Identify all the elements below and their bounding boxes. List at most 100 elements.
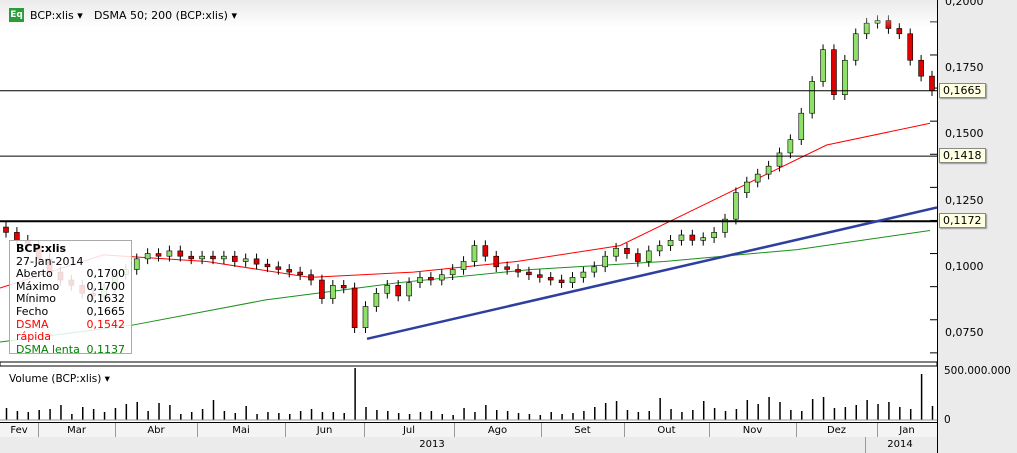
candle — [308, 274, 314, 281]
candle — [275, 266, 282, 270]
month-label: Dez — [826, 425, 847, 436]
month-label: Ago — [487, 425, 508, 436]
price-level-tag[interactable]: 0,1665 — [939, 82, 986, 98]
volume-tick-max: 500.000.000 — [944, 365, 1011, 377]
candle — [602, 255, 608, 268]
candle — [286, 269, 293, 273]
candle — [166, 250, 173, 257]
symbol-label: BCP:xlis — [30, 9, 74, 22]
candle — [569, 277, 576, 283]
candle — [373, 292, 380, 307]
month-label: Abr — [147, 425, 165, 436]
candle — [929, 75, 935, 92]
volume-tick-zero: 0 — [944, 414, 951, 426]
year-label-2013: 2013 — [419, 439, 445, 450]
candle — [558, 279, 565, 283]
tooltip-value: 0,1137 — [86, 342, 126, 356]
candle — [340, 285, 347, 289]
tooltip-row: DSMA rápida 0,1542 — [10, 318, 131, 344]
candle — [842, 59, 848, 95]
candle — [787, 139, 794, 154]
tooltip-value: 0,1700 — [86, 267, 126, 281]
year-label-2014: 2014 — [887, 439, 913, 450]
tooltip-label: Fecho — [16, 304, 49, 318]
symbol-dropdown[interactable]: BCP:xlis ▾ — [30, 9, 83, 22]
candle — [144, 253, 151, 260]
price-tick: 0,1750 — [945, 61, 984, 75]
candle — [907, 33, 914, 61]
equity-badge-icon: Eq — [9, 8, 24, 22]
tooltip-row: Fecho 0,1665 — [10, 304, 131, 319]
candle — [645, 250, 652, 262]
candle — [504, 266, 510, 270]
candle — [417, 277, 423, 283]
month-label: Set — [574, 425, 591, 436]
tooltip-label: Mínimo — [16, 292, 57, 306]
candle — [351, 287, 358, 329]
candle — [743, 181, 750, 193]
month-label: Fev — [10, 425, 28, 436]
candle — [711, 232, 717, 238]
candle — [918, 59, 924, 77]
candle — [591, 266, 598, 273]
candle — [210, 255, 216, 260]
tooltip-row: DSMA lenta 0,1137 — [10, 342, 131, 357]
candle — [384, 285, 391, 294]
candle — [493, 255, 500, 268]
candle — [537, 274, 543, 278]
candle — [221, 255, 227, 260]
dropdown-arrow-icon: ▾ — [231, 9, 237, 22]
candle — [689, 234, 696, 241]
data-tooltip: BCP:xlis 27-Jan-2014 Aberto 0,1700 Máximo 0… — [9, 240, 132, 357]
candle — [449, 269, 456, 276]
indicator-label: DSMA 50; 200 (BCP:xlis) — [94, 9, 228, 22]
tooltip-row: Máximo 0,1700 — [10, 279, 131, 294]
tooltip-label: Aberto — [16, 267, 53, 281]
candle — [776, 152, 783, 167]
candle — [831, 49, 837, 95]
month-label: Mai — [232, 425, 250, 436]
candle — [515, 269, 521, 273]
tooltip-row: Aberto 0,1700 — [10, 268, 131, 281]
price-chart[interactable] — [0, 0, 937, 422]
candle — [656, 245, 663, 252]
price-tick: 0,1000 — [945, 259, 984, 273]
candle — [733, 192, 739, 220]
price-level-tag[interactable]: 0,1418 — [939, 148, 986, 164]
candle — [460, 261, 467, 270]
tooltip-title: BCP:xlis — [16, 242, 67, 255]
month-label: Mar — [67, 425, 86, 436]
price-tick: 0,2000 — [945, 0, 984, 8]
dropdown-arrow-icon: ▾ — [77, 9, 83, 22]
indicator-dropdown[interactable]: DSMA 50; 200 (BCP:xlis) ▾ — [94, 9, 237, 22]
candle — [242, 258, 249, 262]
candle — [264, 263, 271, 268]
candle — [700, 237, 707, 241]
year-axis: 2013 2014 — [0, 437, 937, 453]
candle — [330, 285, 336, 299]
candle — [3, 226, 9, 233]
tooltip-value: 0,1700 — [86, 279, 126, 293]
price-level-tag[interactable]: 0,1172 — [939, 213, 986, 229]
candle — [613, 247, 619, 257]
month-label: Jun — [316, 425, 333, 436]
candle — [428, 277, 434, 281]
candle — [754, 173, 761, 183]
tooltip-label: DSMA lenta — [16, 342, 80, 356]
candle — [809, 81, 815, 114]
tooltip-value: 0,1632 — [86, 292, 126, 306]
panel-divider — [0, 361, 937, 367]
candle — [547, 277, 554, 281]
trendline — [366, 206, 937, 341]
candle — [624, 247, 630, 254]
candle — [852, 33, 859, 61]
candle — [678, 234, 685, 241]
candle — [133, 258, 140, 270]
candle — [406, 282, 412, 297]
volume-dropdown[interactable]: Volume (BCP:xlis) ▾ — [9, 373, 110, 385]
candle — [319, 279, 325, 299]
chart-header: Eq BCP:xlis ▾ DSMA 50; 200 (BCP:xlis) ▾ — [0, 0, 937, 28]
candle — [253, 258, 260, 265]
month-label: Nov — [742, 425, 763, 436]
